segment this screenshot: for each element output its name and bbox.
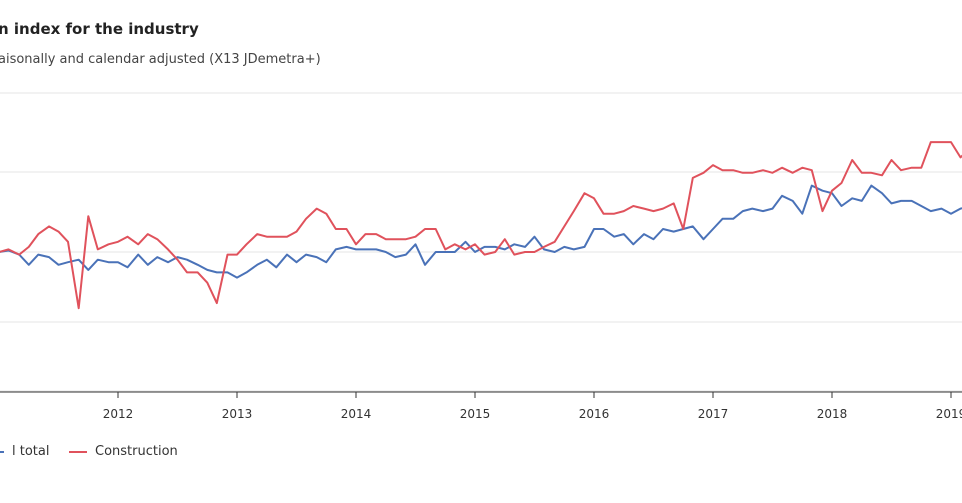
x-tick-label: 2012 xyxy=(103,407,134,421)
x-tick-label: 2015 xyxy=(460,407,491,421)
x-tick-label: 2016 xyxy=(579,407,610,421)
x-tick-label: 2018 xyxy=(817,407,848,421)
legend-swatch-total xyxy=(0,450,4,453)
x-tick-label: 2019 xyxy=(936,407,962,421)
x-tick-label: 2013 xyxy=(222,407,253,421)
legend-label-construction: Construction xyxy=(95,444,178,459)
legend-item-construction: Construction xyxy=(69,444,178,459)
chart-subtitle: aisonally and calendar adjusted (X13 JDe… xyxy=(0,52,321,67)
legend-label-total: l total xyxy=(12,444,50,459)
series-lines xyxy=(0,141,962,310)
legend-swatch-construction xyxy=(69,450,87,453)
chart-title: n index for the industry xyxy=(0,20,199,38)
series-line-total xyxy=(0,184,962,279)
series-line-construction xyxy=(0,141,962,310)
gridlines xyxy=(0,92,962,392)
x-tick-label: 2014 xyxy=(341,407,372,421)
line-chart: 2012 2013 2014 2015 2016 2017 2018 2019 xyxy=(0,92,962,421)
legend-item-total: l total xyxy=(0,444,49,459)
x-tick-label: 2017 xyxy=(698,407,729,421)
x-axis-ticks: 2012 2013 2014 2015 2016 2017 2018 2019 xyxy=(103,392,962,421)
